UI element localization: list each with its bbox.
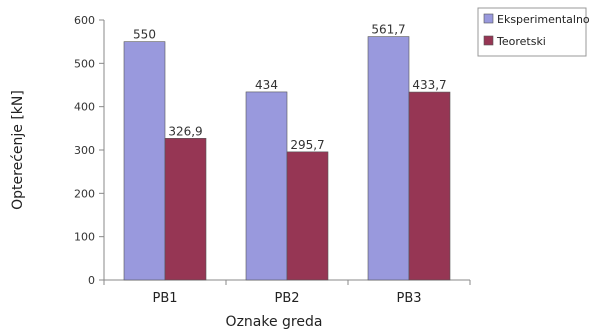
x-tick-label: PB1 (152, 291, 177, 306)
data-label: 561,7 (371, 23, 405, 37)
bar-eksperimentalno-pb1 (123, 41, 166, 281)
legend: Eksperimentalno Teoretski (477, 7, 590, 57)
y-tick-label: 200 (74, 187, 95, 200)
legend-label: Eksperimentalno (497, 13, 590, 26)
data-label: 550 (133, 28, 156, 42)
x-axis: PB1 PB2 PB3 (103, 279, 471, 306)
legend-swatch (483, 35, 494, 46)
bar-teoretski-pb3 (408, 91, 451, 281)
bar-teoretski-pb1 (164, 138, 207, 281)
y-tick-label: 100 (74, 231, 95, 244)
bar-eksperimentalno-pb3 (367, 36, 410, 281)
data-labels: 550 326,9 434 295,7 561,7 433,7 (133, 23, 447, 152)
y-tick-label: 0 (88, 274, 95, 287)
x-axis-title: Oznake greda (226, 314, 323, 330)
bar-teoretski-pb2 (286, 151, 329, 281)
data-label: 295,7 (290, 138, 324, 152)
legend-swatch (483, 13, 494, 24)
y-tick-label: 500 (74, 57, 95, 70)
y-tick-label: 300 (74, 144, 95, 157)
bar-eksperimentalno-pb2 (245, 91, 288, 281)
data-label: 326,9 (168, 124, 202, 138)
x-tick-label: PB2 (274, 291, 299, 306)
x-tick-label: PB3 (396, 291, 421, 306)
legend-box (477, 7, 587, 57)
y-axis-title: Opterećenje [kN] (10, 90, 26, 210)
y-tick-label: 400 (74, 101, 95, 114)
y-tick-label: 600 (74, 14, 95, 27)
legend-label: Teoretski (496, 35, 546, 48)
data-label: 433,7 (412, 78, 446, 92)
data-label: 434 (255, 78, 278, 92)
bars (123, 36, 451, 281)
y-axis: 0 100 200 300 400 500 600 (74, 14, 105, 287)
